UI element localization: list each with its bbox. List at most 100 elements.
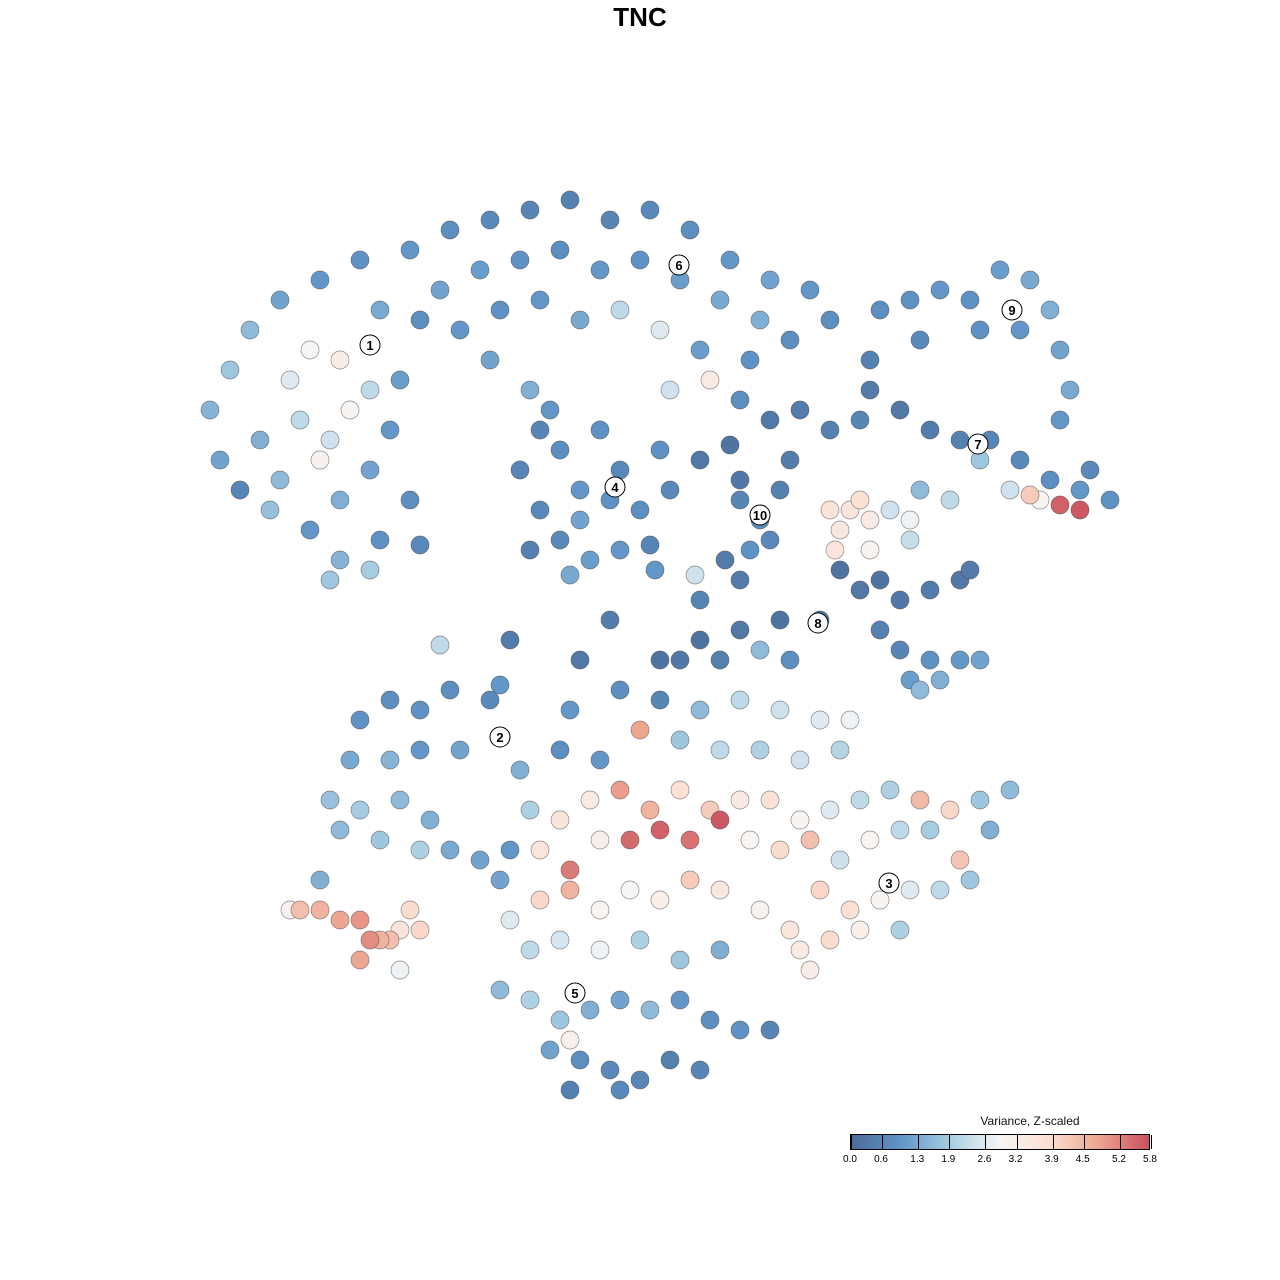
cluster-label-10: 10	[749, 504, 771, 526]
cluster-label-text: 3	[885, 876, 892, 891]
data-point	[780, 330, 800, 350]
data-point	[690, 700, 710, 720]
cluster-label-text: 1	[366, 338, 373, 353]
data-point	[670, 780, 690, 800]
data-point	[850, 490, 870, 510]
data-point	[610, 1080, 630, 1100]
data-point	[600, 210, 620, 230]
data-point	[850, 920, 870, 940]
cluster-label-4: 4	[604, 476, 626, 498]
data-point	[550, 530, 570, 550]
data-point	[360, 380, 380, 400]
data-point	[480, 350, 500, 370]
data-point	[800, 280, 820, 300]
data-point	[340, 400, 360, 420]
data-point	[1080, 460, 1100, 480]
data-point	[680, 870, 700, 890]
data-point	[830, 740, 850, 760]
data-point	[1060, 380, 1080, 400]
data-point	[1000, 780, 1020, 800]
data-point	[910, 680, 930, 700]
data-point	[920, 820, 940, 840]
data-point	[860, 830, 880, 850]
data-point	[760, 1020, 780, 1040]
data-point	[440, 680, 460, 700]
data-point	[640, 200, 660, 220]
data-point	[580, 790, 600, 810]
data-point	[710, 810, 730, 830]
data-point	[890, 640, 910, 660]
data-point	[950, 650, 970, 670]
data-point	[990, 260, 1010, 280]
colorbar-tick-mark	[949, 1135, 951, 1149]
data-point	[410, 920, 430, 940]
data-point	[940, 490, 960, 510]
data-point	[850, 410, 870, 430]
cluster-label-6: 6	[668, 254, 690, 276]
data-point	[350, 950, 370, 970]
data-point	[750, 640, 770, 660]
data-point	[520, 540, 540, 560]
cluster-label-text: 5	[571, 986, 578, 1001]
data-point	[340, 750, 360, 770]
data-point	[370, 530, 390, 550]
data-point	[900, 290, 920, 310]
data-point	[590, 750, 610, 770]
data-point	[660, 480, 680, 500]
colorbar-tick-mark	[851, 1135, 852, 1149]
data-point	[690, 1060, 710, 1080]
data-point	[380, 690, 400, 710]
data-point	[1040, 470, 1060, 490]
data-point	[580, 550, 600, 570]
data-point	[570, 510, 590, 530]
data-point	[400, 240, 420, 260]
data-point	[645, 560, 665, 580]
data-point	[330, 910, 350, 930]
cluster-label-7: 7	[967, 433, 989, 455]
colorbar-tick-mark	[1052, 1135, 1054, 1149]
data-point	[560, 860, 580, 880]
colorbar-tick-label: 3.2	[1008, 1154, 1023, 1165]
data-point	[620, 880, 640, 900]
data-point	[320, 570, 340, 590]
data-point	[390, 370, 410, 390]
data-point	[860, 540, 880, 560]
data-point	[970, 320, 990, 340]
data-point	[700, 1010, 720, 1030]
data-point	[890, 590, 910, 610]
data-point	[880, 780, 900, 800]
colorbar-gradient	[850, 1134, 1152, 1150]
data-point	[730, 490, 750, 510]
data-point	[1070, 500, 1090, 520]
data-point	[920, 650, 940, 670]
data-point	[740, 830, 760, 850]
data-point	[710, 880, 730, 900]
data-point	[590, 260, 610, 280]
data-point	[520, 800, 540, 820]
data-point	[930, 670, 950, 690]
data-point	[1020, 270, 1040, 290]
data-point	[530, 420, 550, 440]
colorbar-tick-label: 2.6	[977, 1154, 992, 1165]
data-point	[320, 430, 340, 450]
data-point	[610, 680, 630, 700]
data-point	[370, 300, 390, 320]
data-point	[670, 650, 690, 670]
data-point	[550, 1010, 570, 1030]
cluster-label-badge	[489, 726, 511, 748]
data-point	[650, 320, 670, 340]
cluster-label-text: 8	[814, 616, 821, 631]
data-point	[230, 480, 250, 500]
data-point	[730, 1020, 750, 1040]
data-point	[670, 950, 690, 970]
data-point	[490, 870, 510, 890]
colorbar-tick-label: 5.2	[1112, 1154, 1126, 1165]
data-point	[350, 250, 370, 270]
data-point	[890, 820, 910, 840]
data-point	[920, 420, 940, 440]
data-point	[330, 550, 350, 570]
data-point	[530, 890, 550, 910]
data-point	[760, 410, 780, 430]
data-point	[870, 620, 890, 640]
data-point	[550, 240, 570, 260]
